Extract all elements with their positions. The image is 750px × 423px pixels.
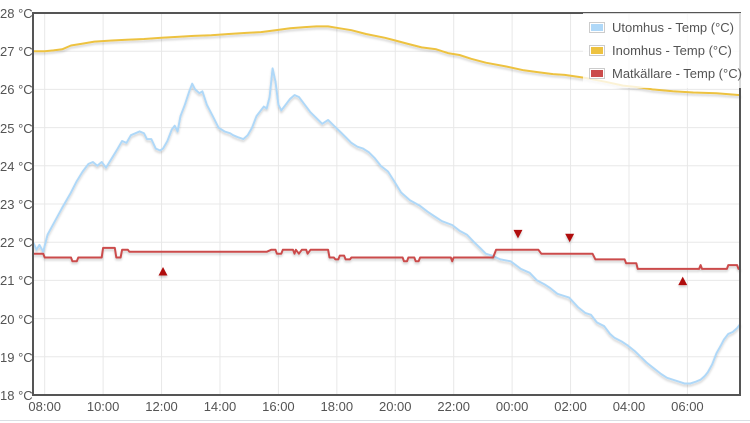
x-tick-label: 00:00 bbox=[495, 399, 529, 414]
annotation-arrow-head-down bbox=[565, 233, 575, 243]
legend-item-utomhus: Utomhus - Temp (°C) bbox=[589, 16, 742, 39]
y-tick-label: 24 °C bbox=[0, 158, 33, 174]
annotation-arrow-head-up bbox=[158, 267, 168, 276]
x-tick-label: 08:00 bbox=[28, 399, 61, 414]
y-tick-label: 18 °C bbox=[0, 388, 33, 403]
chart-legend: Utomhus - Temp (°C) Inomhus - Temp (°C) … bbox=[583, 13, 750, 88]
legend-swatch-utomhus-icon bbox=[589, 22, 605, 33]
legend-item-inomhus: Inomhus - Temp (°C) bbox=[589, 39, 742, 62]
inomhus-color-icon bbox=[591, 47, 603, 54]
legend-swatch-matkallare-icon bbox=[589, 68, 605, 79]
x-tick-label: 12:00 bbox=[145, 399, 178, 414]
y-tick-label: 26 °C bbox=[0, 82, 33, 98]
legend-swatch-inomhus-icon bbox=[589, 45, 605, 56]
x-tick-label: 16:00 bbox=[262, 399, 295, 414]
legend-label-matkallare: Matkällare - Temp (°C) bbox=[612, 66, 742, 81]
legend-label-utomhus: Utomhus - Temp (°C) bbox=[612, 20, 734, 35]
y-tick-label: 27 °C bbox=[0, 44, 33, 60]
x-tick-label: 20:00 bbox=[378, 399, 412, 414]
plot-border bbox=[32, 12, 741, 396]
x-tick-label: 04:00 bbox=[612, 399, 646, 414]
matkallare-color-icon bbox=[591, 70, 603, 77]
page-divider bbox=[0, 420, 750, 421]
x-tick-label: 10:00 bbox=[86, 399, 120, 414]
y-tick-label: 28 °C bbox=[0, 6, 33, 21]
y-tick-label: 25 °C bbox=[0, 120, 33, 136]
x-tick-label: 18:00 bbox=[320, 399, 354, 414]
y-tick-label: 23 °C bbox=[0, 197, 33, 212]
x-tick-label: 02:00 bbox=[554, 399, 587, 414]
legend-item-matkallare: Matkällare - Temp (°C) bbox=[589, 62, 742, 85]
y-tick-label: 21 °C bbox=[0, 273, 33, 289]
y-tick-label: 19 °C bbox=[0, 349, 33, 365]
annotation-arrow-head-down bbox=[513, 229, 523, 239]
y-tick-label: 22 °C bbox=[0, 235, 33, 251]
y-tick-label: 20 °C bbox=[0, 311, 33, 327]
utomhus-color-icon bbox=[591, 24, 603, 31]
x-tick-label: 22:00 bbox=[437, 399, 470, 414]
legend-label-inomhus: Inomhus - Temp (°C) bbox=[612, 43, 732, 58]
annotation-arrow-head-up bbox=[678, 276, 688, 286]
x-tick-label: 06:00 bbox=[671, 399, 704, 414]
series-line-utomhus bbox=[32, 67, 741, 385]
x-tick-label: 14:00 bbox=[203, 399, 237, 414]
series-line-matkallare bbox=[32, 246, 741, 270]
